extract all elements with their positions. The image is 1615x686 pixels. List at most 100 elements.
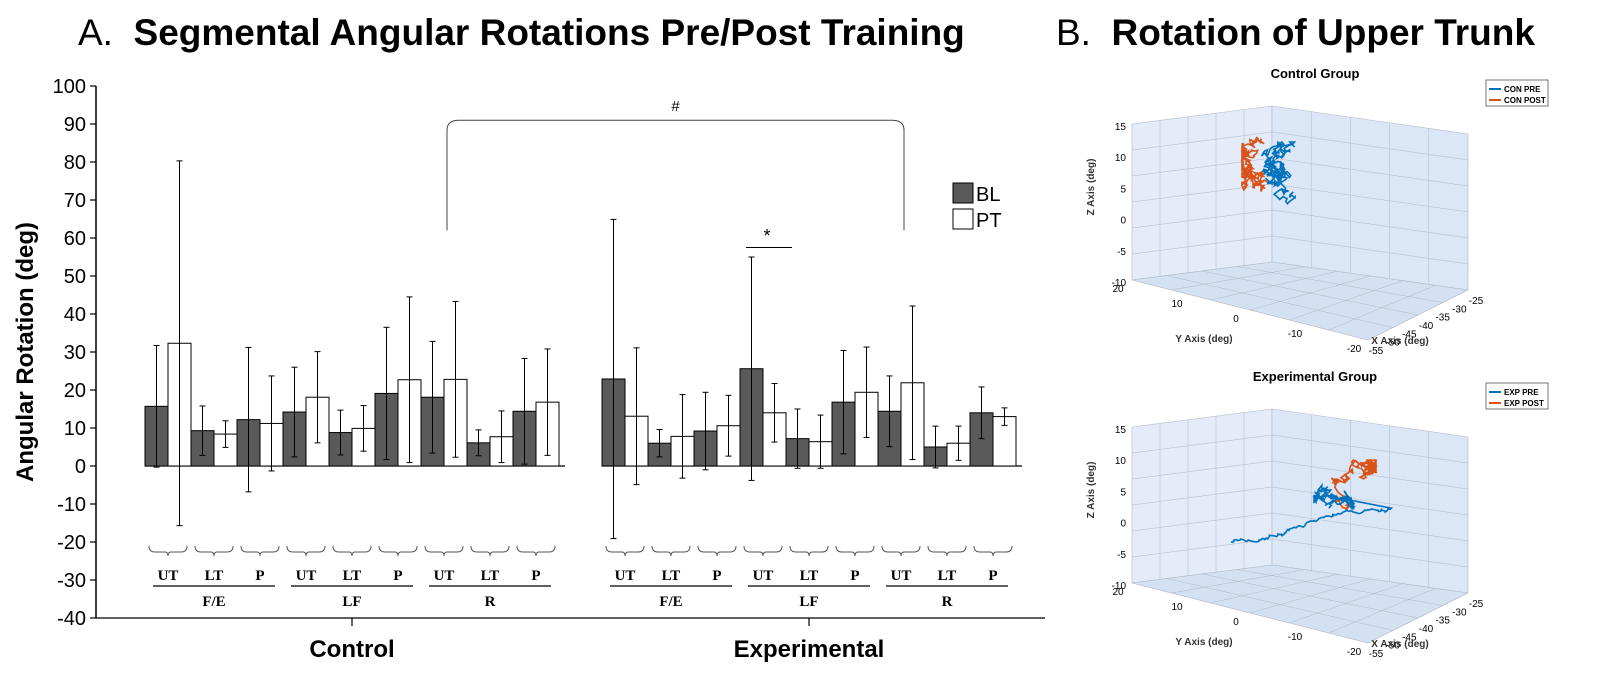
grid-line (1131, 209, 1273, 229)
x-tick-label: -30 (1452, 304, 1467, 315)
y-tick-label: 0 (75, 456, 86, 478)
y-tick-label: 10 (1171, 602, 1183, 613)
segment-label: P (988, 568, 997, 584)
legend-label: CON POST (1504, 96, 1546, 105)
subgroup-label: R (942, 594, 953, 610)
subgroup-label: F/E (659, 594, 682, 610)
segment-label: UT (615, 568, 636, 584)
grid-line (1271, 538, 1469, 568)
segment-brace (651, 545, 691, 557)
segment-label: LT (481, 568, 500, 584)
y-axis-label: Y Axis (deg) (1175, 334, 1232, 345)
grid-line (1131, 512, 1273, 532)
y-tick-label: -20 (1347, 647, 1362, 658)
y-tick-label: 10 (1171, 299, 1183, 310)
y-tick-label: 20 (64, 380, 86, 402)
segment-label: LT (800, 568, 819, 584)
y-tick-label: 100 (53, 76, 86, 98)
z-tick-label: 5 (1120, 487, 1126, 498)
subgroup-label: R (485, 594, 496, 610)
segment-brace (835, 545, 875, 557)
subgroup-label: F/E (202, 594, 225, 610)
y-axis-label: Angular Rotation (deg) (12, 222, 39, 482)
grid-line (1131, 434, 1273, 454)
grid-line (1131, 131, 1273, 151)
grid-line (1131, 183, 1273, 203)
legend-swatch-pt (952, 208, 974, 230)
y-tick-label: -20 (1347, 344, 1362, 355)
segment-label: P (531, 568, 540, 584)
segment-brace (605, 545, 645, 557)
bar-chart: -40 -30 -20 -10 0 10 20 30 40 50 60 70 80 90 100 Angula… (12, 76, 1045, 663)
grid-line (1271, 434, 1469, 464)
plot-legend: CON PRE CON POST (1485, 79, 1549, 107)
panel-b-title: B. Rotation of Upper Trunk (1056, 12, 1535, 54)
grid-line (1201, 573, 1419, 619)
x-tick-label: -45 (1402, 329, 1417, 340)
x-tick-label: -25 (1469, 599, 1484, 610)
segment-brace (378, 545, 418, 557)
z-tick-label: 0 (1120, 519, 1126, 530)
y-tick-label: -10 (57, 494, 86, 516)
grid-line (1166, 578, 1394, 631)
segment-label: P (255, 568, 264, 584)
star-annotation: * (763, 226, 770, 246)
segment-brace (743, 545, 783, 557)
grid-line (1131, 460, 1273, 480)
legend-box (1485, 382, 1549, 410)
segment-brace (240, 545, 280, 557)
segment-label: UT (158, 568, 179, 584)
x-tick-label: -50 (1385, 338, 1400, 349)
y-tick-label: 20 (1112, 587, 1124, 598)
y-tick-label: 0 (1233, 617, 1239, 628)
y-tick-label: 50 (64, 266, 86, 288)
segment-label: UT (891, 568, 912, 584)
y-tick-label: 40 (64, 304, 86, 326)
z-tick-label: 15 (1115, 122, 1127, 133)
z-tick-label: -10 (1112, 278, 1127, 289)
segment-label: P (393, 568, 402, 584)
y-tick-label: -40 (57, 608, 86, 630)
z-tick-label: 15 (1115, 425, 1127, 436)
y-tick-label: 70 (64, 190, 86, 212)
y-tick-label: 60 (64, 228, 86, 250)
grid-line (1271, 486, 1469, 516)
x-axis-label: X Axis (deg) (1371, 336, 1428, 347)
z-axis-label: Z Axis (deg) (1086, 462, 1097, 519)
segment-label: P (712, 568, 721, 584)
y-tick-label: 80 (64, 152, 86, 174)
legend-label: EXP PRE (1504, 388, 1539, 397)
grid-line (1201, 270, 1419, 316)
subgroup-label: LF (799, 594, 818, 610)
z-tick-label: -10 (1112, 581, 1127, 592)
segment-brace (194, 545, 234, 557)
segment-brace (424, 545, 464, 557)
segment-brace (789, 545, 829, 557)
grid-line (1131, 235, 1273, 255)
grid-line (1131, 486, 1273, 506)
segment-brace (148, 545, 188, 557)
y-tick-label: -20 (57, 532, 86, 554)
segment-label: LT (205, 568, 224, 584)
x-axis-label: X Axis (deg) (1371, 639, 1428, 650)
z-axis-label: Z Axis (deg) (1086, 159, 1097, 216)
legend-label: EXP POST (1504, 399, 1544, 408)
x-tick-label: -50 (1385, 641, 1400, 652)
grid-line (1271, 460, 1469, 490)
segment-brace (973, 545, 1013, 557)
grid-line (1166, 275, 1394, 328)
x-tick-label: -55 (1369, 649, 1384, 660)
panel-b-heading: Rotation of Upper Trunk (1111, 12, 1535, 53)
y-tick-label: -30 (57, 570, 86, 592)
y-tick-label: 10 (64, 418, 86, 440)
panel-b-letter: B. (1056, 12, 1091, 53)
panel-a-heading: Segmental Angular Rotations Pre/Post Tra… (133, 12, 965, 53)
legend-box (1485, 79, 1549, 107)
bar-legend: BL PT (952, 182, 1002, 232)
x-tick-label: -45 (1402, 632, 1417, 643)
panel-a-letter: A. (78, 12, 113, 53)
z-tick-label: 0 (1120, 216, 1126, 227)
y-axis-label: Y Axis (deg) (1175, 637, 1232, 648)
trajectory-pre (1230, 482, 1394, 544)
segment-brace (286, 545, 326, 557)
